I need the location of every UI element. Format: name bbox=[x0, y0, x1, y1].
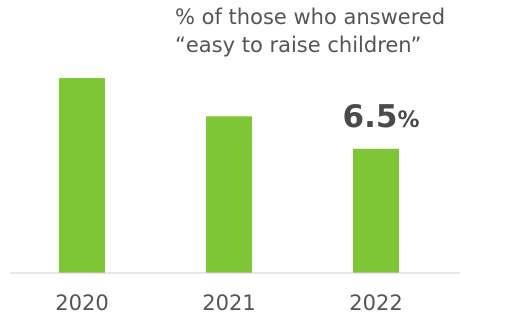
bar-2022 bbox=[353, 148, 399, 273]
x-tick-labels: 2020 2021 2022 bbox=[55, 291, 402, 315]
bar-2021 bbox=[206, 116, 252, 274]
highlight-value: 6.5 bbox=[342, 99, 398, 135]
x-tick-2021: 2021 bbox=[202, 291, 255, 315]
subtitle-line-1: % of those who answered bbox=[175, 5, 446, 29]
bar-2020 bbox=[59, 78, 105, 273]
highlight-unit: % bbox=[397, 108, 420, 133]
x-tick-2022: 2022 bbox=[349, 291, 402, 315]
chart-subtitle: % of those who answered “easy to raise c… bbox=[175, 3, 445, 59]
highlight-value-label: 6.5% bbox=[331, 99, 431, 135]
subtitle-line-2: “easy to raise children” bbox=[175, 33, 422, 57]
x-tick-2020: 2020 bbox=[55, 291, 108, 315]
bars-group bbox=[59, 78, 399, 274]
